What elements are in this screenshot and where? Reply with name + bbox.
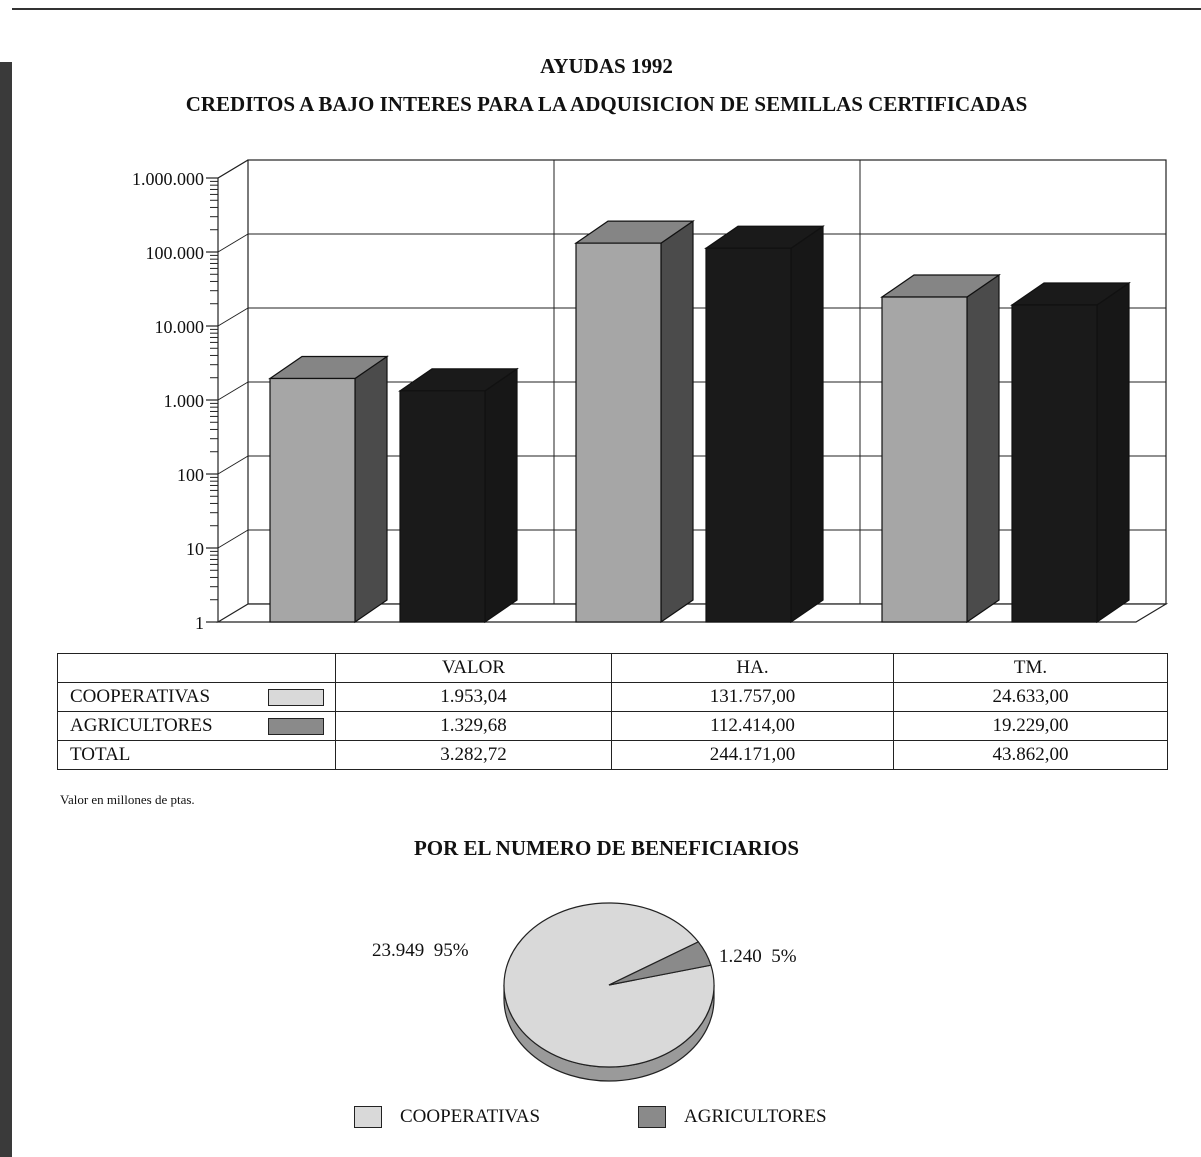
pie-label-cooperativas: 23.949 95% — [372, 940, 469, 962]
bar-front — [399, 390, 486, 623]
y-tick-label: 1.000.000 — [132, 169, 204, 189]
table-cell: 1.329,68 — [335, 711, 612, 741]
table-cell: 24.633,00 — [893, 682, 1168, 712]
top-rule — [12, 8, 1201, 10]
bar-chart: 1 10 100 1.000 10.000 100.000 1.000.000 — [132, 159, 1169, 633]
pie-percent-label: 5% — [771, 946, 797, 967]
pie-value-label: 1.240 — [719, 946, 762, 967]
pie-side — [503, 984, 715, 1082]
bar-front — [575, 242, 662, 623]
table-cell: 19.229,00 — [893, 711, 1168, 741]
bar — [574, 219, 695, 624]
gridline-side — [217, 307, 249, 327]
pie-slice-agricultores — [608, 941, 712, 986]
chart-title: AYUDAS 1992 — [540, 54, 673, 78]
bar-side — [1096, 281, 1130, 624]
left-edge-bar — [0, 62, 12, 1157]
gridline-side — [217, 455, 249, 475]
pie-title: POR EL NUMERO DE BENEFICIARIOS — [413, 836, 800, 860]
legend-label: COOPERATIVAS — [400, 1106, 541, 1127]
legend-swatch-cooperativas — [268, 689, 324, 707]
bar-side — [660, 219, 694, 624]
table-cell: 112.414,00 — [611, 711, 894, 741]
pie-slice-cooperativas — [503, 902, 715, 1068]
row-header-cooperativas: COOPERATIVAS — [57, 682, 336, 712]
footnote: Valor en millones de ptas. — [60, 792, 195, 807]
row-header-total: TOTAL — [57, 740, 336, 770]
legend-label: AGRICULTORES — [684, 1106, 827, 1127]
bar-side — [790, 225, 824, 624]
legend-swatch — [638, 1106, 666, 1128]
table-corner-cell — [57, 653, 336, 683]
row-header-agricultores: AGRICULTORES — [57, 711, 336, 741]
data-table: VALOR HA. TM. COOPERATIVAS 1.953,04 131.… — [57, 653, 1168, 770]
bar-front — [1011, 304, 1098, 623]
table-cell: 131.757,00 — [611, 682, 894, 712]
gridline-side — [217, 159, 249, 179]
y-tick-label: 1 — [195, 613, 204, 633]
y-tick-label: 1.000 — [164, 391, 205, 411]
bar — [268, 355, 389, 624]
table-cell: 43.862,00 — [893, 740, 1168, 770]
table-header-row: VALOR HA. TM. — [57, 653, 1168, 683]
bar-front — [881, 296, 968, 623]
row-label: COOPERATIVAS — [70, 686, 211, 707]
pie-legend-agricultores: AGRICULTORES — [638, 1106, 827, 1128]
bar-side — [966, 273, 1000, 624]
bar-front — [269, 377, 356, 623]
table-row: TOTAL 3.282,72 244.171,00 43.862,00 — [57, 740, 1168, 770]
row-label: AGRICULTORES — [70, 715, 213, 736]
bar — [398, 367, 519, 624]
legend-swatch-agricultores — [268, 718, 324, 736]
bar-side — [354, 355, 388, 624]
gridline-side — [217, 233, 249, 253]
bar-front — [705, 247, 792, 623]
table-header-tm: TM. — [893, 653, 1168, 683]
y-tick-label: 10.000 — [155, 317, 205, 337]
table-row: COOPERATIVAS 1.953,04 131.757,00 24.633,… — [57, 682, 1168, 712]
table-row: AGRICULTORES 1.329,68 112.414,00 19.229,… — [57, 711, 1168, 741]
pie-label-agricultores: 1.240 5% — [719, 946, 797, 968]
table-header-ha: HA. — [611, 653, 894, 683]
y-tick-label: 100.000 — [146, 243, 205, 263]
pie-legend-cooperativas: COOPERATIVAS — [354, 1106, 540, 1128]
table-cell: 3.282,72 — [335, 740, 612, 770]
gridline-side — [217, 529, 249, 549]
bar — [880, 273, 1001, 624]
legend-swatch — [354, 1106, 382, 1128]
table-cell: 1.953,04 — [335, 682, 612, 712]
bar — [704, 225, 825, 624]
table-header-valor: VALOR — [335, 653, 612, 683]
gridline-side — [217, 381, 249, 401]
bar — [1010, 281, 1131, 624]
y-tick-label: 100 — [177, 465, 204, 485]
bar-side — [484, 367, 518, 624]
y-tick-label: 10 — [186, 539, 204, 559]
pie-percent-label: 95% — [433, 940, 469, 961]
chart-subtitle: CREDITOS A BAJO INTERES PARA LA ADQUISIC… — [185, 92, 1028, 116]
table-cell: 244.171,00 — [611, 740, 894, 770]
pie-value-label: 23.949 — [372, 940, 425, 961]
